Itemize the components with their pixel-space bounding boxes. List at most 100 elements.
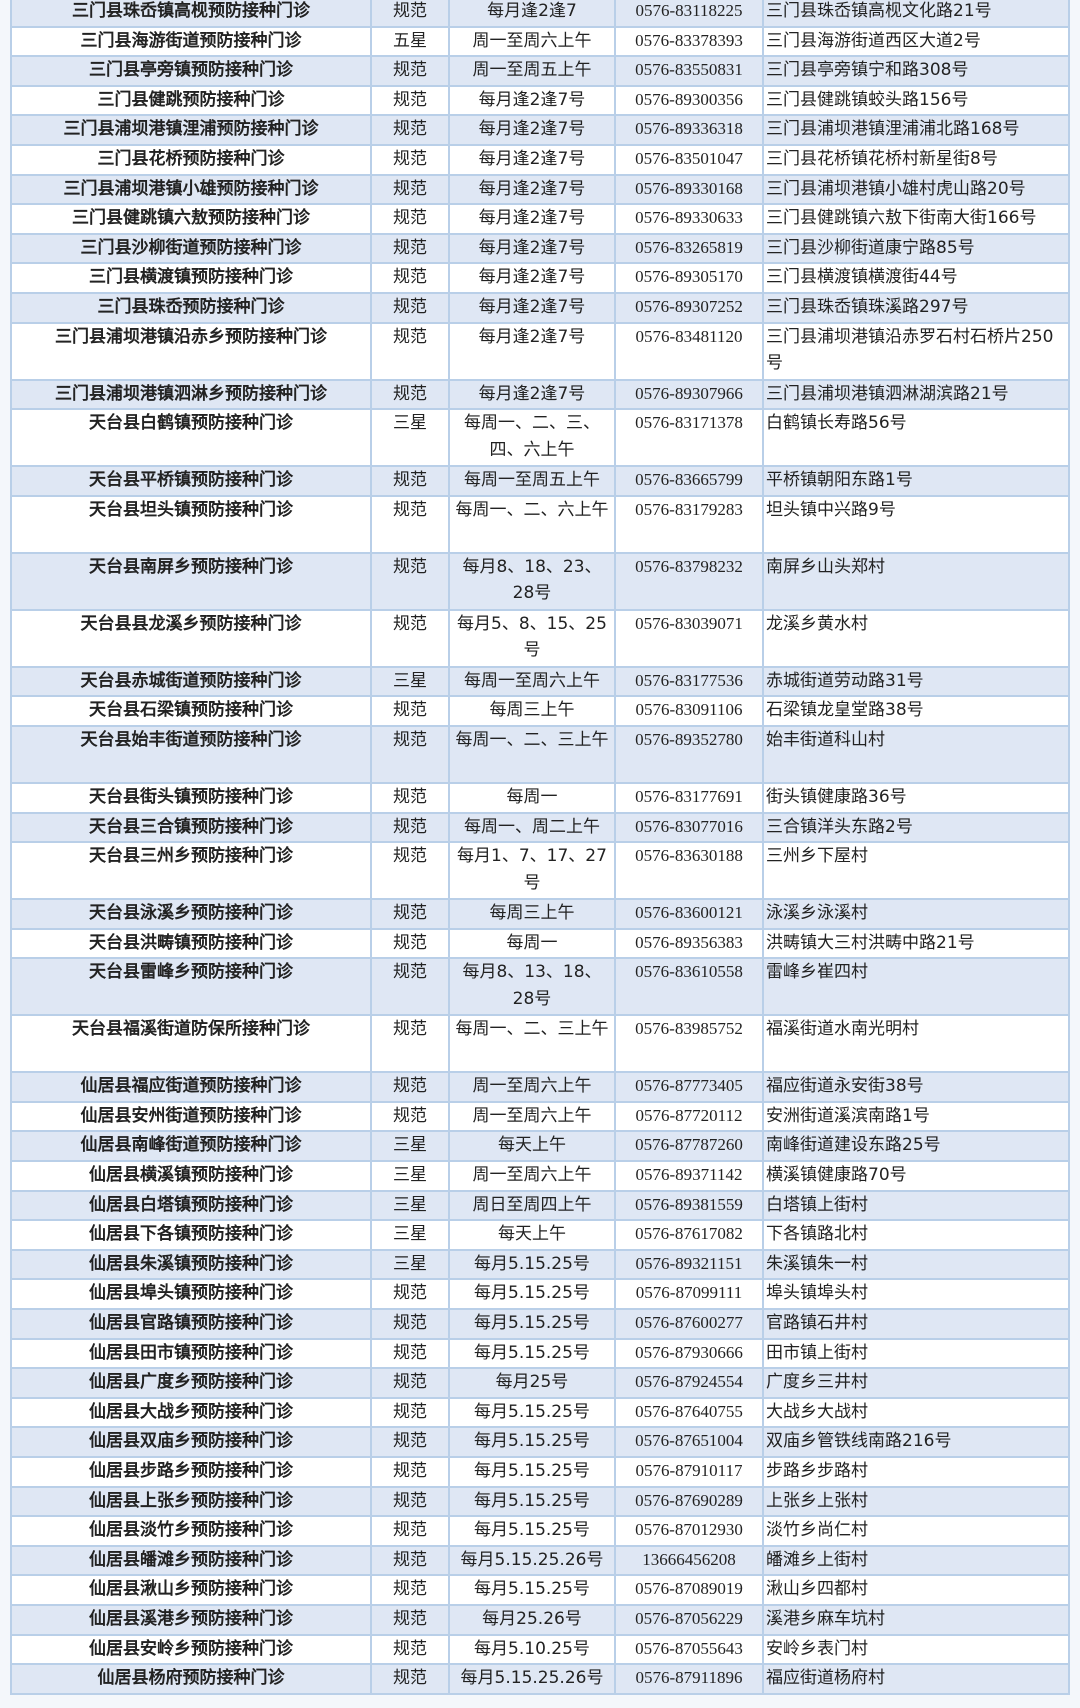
phone-cell: 0576-89356383 [614, 927, 764, 960]
address-cell: 三门县海游街道西区大道2号 [762, 25, 1070, 58]
address-cell: 安洲街道溪滨南路1号 [762, 1100, 1070, 1133]
phone-cell: 0576-87099111 [614, 1278, 764, 1311]
level-cell: 规范 [370, 173, 450, 206]
table-row: 仙居县大战乡预防接种门诊 规范 每月5.15.25号 0576-87640755 大战乡… [10, 1396, 1070, 1429]
phone-cell: 0576-83378393 [614, 25, 764, 58]
schedule-cell: 周一至周六上午 [448, 25, 616, 58]
schedule-cell: 每月逢2逢7号 [448, 114, 616, 146]
level-cell: 规范 [370, 1456, 450, 1488]
schedule-cell: 周一至周五上午 [448, 55, 616, 87]
address-cell: 三门县沙柳街道康宁路85号 [762, 232, 1070, 265]
address-cell: 三门县珠岙镇高枧文化路21号 [762, 0, 1070, 28]
level-cell: 三星 [370, 1219, 450, 1251]
address-cell: 湫山乡四都村 [762, 1574, 1070, 1606]
schedule-cell: 每月8、13、18、28号 [448, 957, 616, 1017]
level-cell: 规范 [370, 1278, 450, 1311]
schedule-cell: 每周一、二、三上午 [448, 1014, 616, 1074]
clinic-name-cell: 仙居县双庙乡预防接种门诊 [10, 1426, 372, 1458]
table-row: 仙居县横溪镇预防接种门诊 三星 周一至周六上午 0576-89371142 横溪镇健康路… [10, 1160, 1070, 1192]
schedule-cell: 每周一、二、六上午 [448, 494, 616, 554]
schedule-cell: 周一至周六上午 [448, 1160, 616, 1192]
level-cell: 规范 [370, 1396, 450, 1429]
schedule-cell: 每月5.15.25号 [448, 1485, 616, 1518]
schedule-cell: 每天上午 [448, 1130, 616, 1163]
phone-cell: 0576-87924554 [614, 1367, 764, 1399]
schedule-cell: 每月8、18、23、28号 [448, 551, 616, 611]
clinic-table-body: 三门县珠岙镇高枧预防接种门诊 规范 每月逢2逢7 0576-83118225 三门县珠岙… [10, 0, 1070, 1695]
schedule-cell: 每天上午 [448, 1219, 616, 1251]
level-cell: 规范 [370, 841, 450, 901]
level-cell: 规范 [370, 1014, 450, 1074]
clinic-name-cell: 三门县海游街道预防接种门诊 [10, 25, 372, 58]
clinic-name-cell: 三门县浦坝港镇泗淋乡预防接种门诊 [10, 378, 372, 411]
table-row: 三门县沙柳街道预防接种门诊 规范 每月逢2逢7号 0576-83265819 三门县沙柳… [10, 232, 1070, 265]
schedule-cell: 每月25.26号 [448, 1603, 616, 1636]
clinic-name-cell: 仙居县安岭乡预防接种门诊 [10, 1633, 372, 1666]
phone-cell: 0576-87720112 [614, 1100, 764, 1133]
schedule-cell: 每月5、8、15、25号 [448, 608, 616, 668]
level-cell: 规范 [370, 608, 450, 668]
level-cell: 规范 [370, 1663, 450, 1695]
schedule-cell: 每月5.15.25号 [448, 1396, 616, 1429]
clinic-name-cell: 仙居县淡竹乡预防接种门诊 [10, 1515, 372, 1547]
schedule-cell: 每周一、二、三上午 [448, 724, 616, 784]
clinic-name-cell: 仙居县田市镇预防接种门诊 [10, 1337, 372, 1370]
level-cell: 规范 [370, 551, 450, 611]
address-cell: 三州乡下屋村 [762, 841, 1070, 901]
clinic-name-cell: 三门县健跳镇六敖预防接种门诊 [10, 203, 372, 235]
clinic-name-cell: 仙居县广度乡预防接种门诊 [10, 1367, 372, 1399]
schedule-cell: 周日至周四上午 [448, 1189, 616, 1222]
address-cell: 白鹤镇长寿路56号 [762, 408, 1070, 468]
level-cell: 规范 [370, 262, 450, 294]
table-row: 仙居县广度乡预防接种门诊 规范 每月25号 0576-87924554 广度乡三井村 [10, 1367, 1070, 1399]
clinic-name-cell: 仙居县南峰街道预防接种门诊 [10, 1130, 372, 1163]
clinic-name-cell: 仙居县白塔镇预防接种门诊 [10, 1189, 372, 1222]
level-cell: 三星 [370, 1130, 450, 1163]
level-cell: 规范 [370, 1337, 450, 1370]
phone-cell: 0576-87773405 [614, 1071, 764, 1103]
phone-cell: 0576-89307966 [614, 378, 764, 411]
schedule-cell: 每月逢2逢7号 [448, 262, 616, 294]
table-row: 仙居县双庙乡预防接种门诊 规范 每月5.15.25号 0576-87651004 双庙乡… [10, 1426, 1070, 1458]
address-cell: 下各镇路北村 [762, 1219, 1070, 1251]
level-cell: 规范 [370, 811, 450, 844]
schedule-cell: 每月5.15.25号 [448, 1515, 616, 1547]
clinic-name-cell: 仙居县皤滩乡预防接种门诊 [10, 1544, 372, 1577]
table-row: 天台县平桥镇预防接种门诊 规范 每周一至周五上午 0576-83665799 平桥镇朝阳… [10, 465, 1070, 497]
schedule-cell: 每周一 [448, 781, 616, 814]
address-cell: 三门县健跳镇蛟头路156号 [762, 84, 1070, 117]
clinic-name-cell: 天台县县龙溪乡预防接种门诊 [10, 608, 372, 668]
level-cell: 规范 [370, 927, 450, 960]
schedule-cell: 每周三上午 [448, 695, 616, 727]
phone-cell: 0576-89321151 [614, 1248, 764, 1281]
clinic-name-cell: 天台县洪畴镇预防接种门诊 [10, 927, 372, 960]
schedule-cell: 每月5.15.25号 [448, 1308, 616, 1340]
address-cell: 街头镇健康路36号 [762, 781, 1070, 814]
phone-cell: 0576-87651004 [614, 1426, 764, 1458]
table-row: 仙居县南峰街道预防接种门诊 三星 每天上午 0576-87787260 南峰街道建设东路… [10, 1130, 1070, 1163]
table-row: 仙居县皤滩乡预防接种门诊 规范 每月5.15.25.26号 13666456208 皤滩… [10, 1544, 1070, 1577]
address-cell: 福应街道永安街38号 [762, 1071, 1070, 1103]
table-row: 三门县珠岙预防接种门诊 规范 每月逢2逢7号 0576-89307252 三门县珠岙镇珠… [10, 291, 1070, 324]
address-cell: 淡竹乡尚仁村 [762, 1515, 1070, 1547]
phone-cell: 0576-87787260 [614, 1130, 764, 1163]
clinic-name-cell: 天台县坦头镇预防接种门诊 [10, 494, 372, 554]
address-cell: 朱溪镇朱一村 [762, 1248, 1070, 1281]
phone-cell: 0576-87930666 [614, 1337, 764, 1370]
clinic-name-cell: 仙居县朱溪镇预防接种门诊 [10, 1248, 372, 1281]
phone-cell: 0576-87910117 [614, 1456, 764, 1488]
schedule-cell: 每月5.10.25号 [448, 1633, 616, 1666]
address-cell: 南峰街道建设东路25号 [762, 1130, 1070, 1163]
clinic-name-cell: 三门县珠岙预防接种门诊 [10, 291, 372, 324]
level-cell: 三星 [370, 1160, 450, 1192]
clinic-name-cell: 天台县街头镇预防接种门诊 [10, 781, 372, 814]
table-row: 三门县珠岙镇高枧预防接种门诊 规范 每月逢2逢7 0576-83118225 三门县珠岙… [10, 0, 1070, 28]
schedule-cell: 每月逢2逢7号 [448, 378, 616, 411]
level-cell: 规范 [370, 1544, 450, 1577]
table-row: 天台县三州乡预防接种门诊 规范 每月1、7、17、27号 0576-83630188 三… [10, 841, 1070, 901]
address-cell: 洪畴镇大三村洪畴中路21号 [762, 927, 1070, 960]
phone-cell: 13666456208 [614, 1544, 764, 1577]
address-cell: 埠头镇埠头村 [762, 1278, 1070, 1311]
level-cell: 规范 [370, 465, 450, 497]
level-cell: 规范 [370, 1574, 450, 1606]
